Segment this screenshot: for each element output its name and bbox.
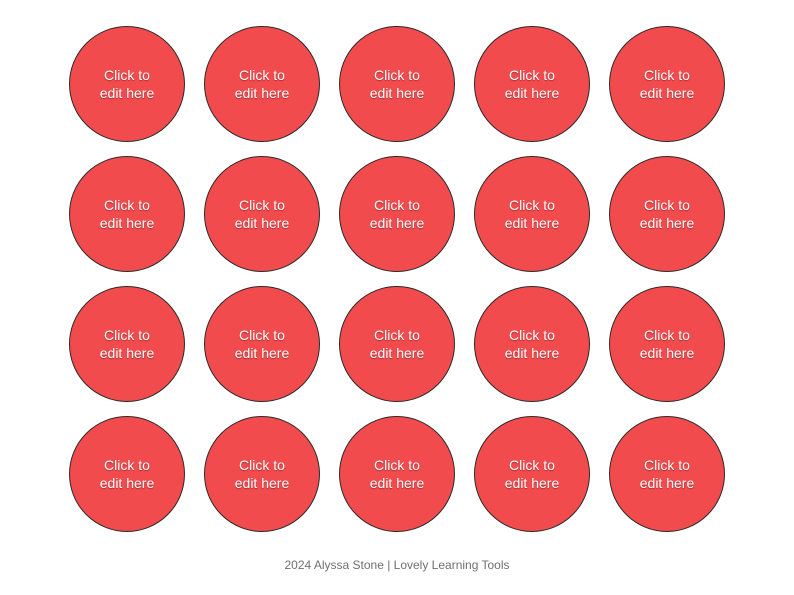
editable-circle[interactable]: Click to edit here: [69, 26, 185, 142]
editable-circle[interactable]: Click to edit here: [609, 286, 725, 402]
editable-circle[interactable]: Click to edit here: [474, 416, 590, 532]
circle-grid: Click to edit here Click to edit here Clic…: [69, 26, 725, 532]
editable-circle[interactable]: Click to edit here: [339, 26, 455, 142]
editable-circle[interactable]: Click to edit here: [609, 26, 725, 142]
editable-circle[interactable]: Click to edit here: [474, 26, 590, 142]
editable-circle[interactable]: Click to edit here: [339, 286, 455, 402]
circle-label[interactable]: Click to edit here: [99, 197, 155, 231]
circle-label[interactable]: Click to edit here: [639, 67, 695, 101]
editable-circle[interactable]: Click to edit here: [204, 26, 320, 142]
editable-circle[interactable]: Click to edit here: [474, 286, 590, 402]
circle-label[interactable]: Click to edit here: [369, 67, 425, 101]
circle-label[interactable]: Click to edit here: [234, 197, 290, 231]
circle-label[interactable]: Click to edit here: [234, 327, 290, 361]
editable-circle[interactable]: Click to edit here: [204, 286, 320, 402]
circle-label[interactable]: Click to edit here: [369, 327, 425, 361]
editable-circle[interactable]: Click to edit here: [609, 416, 725, 532]
editable-circle[interactable]: Click to edit here: [609, 156, 725, 272]
editable-circle[interactable]: Click to edit here: [339, 156, 455, 272]
circle-label[interactable]: Click to edit here: [504, 457, 560, 491]
circle-label[interactable]: Click to edit here: [504, 197, 560, 231]
editable-circle[interactable]: Click to edit here: [69, 286, 185, 402]
circle-label[interactable]: Click to edit here: [639, 197, 695, 231]
circle-label[interactable]: Click to edit here: [639, 327, 695, 361]
circle-label[interactable]: Click to edit here: [504, 67, 560, 101]
editable-circle[interactable]: Click to edit here: [339, 416, 455, 532]
circle-label[interactable]: Click to edit here: [369, 457, 425, 491]
editable-circle[interactable]: Click to edit here: [69, 156, 185, 272]
editable-circle[interactable]: Click to edit here: [204, 416, 320, 532]
circle-label[interactable]: Click to edit here: [504, 327, 560, 361]
circle-label[interactable]: Click to edit here: [99, 327, 155, 361]
circle-label[interactable]: Click to edit here: [99, 67, 155, 101]
editable-circle[interactable]: Click to edit here: [474, 156, 590, 272]
footer-credit: 2024 Alyssa Stone | Lovely Learning Tool…: [284, 558, 510, 572]
circle-label[interactable]: Click to edit here: [369, 197, 425, 231]
circle-label[interactable]: Click to edit here: [234, 457, 290, 491]
editable-circle[interactable]: Click to edit here: [204, 156, 320, 272]
editable-circle[interactable]: Click to edit here: [69, 416, 185, 532]
circle-label[interactable]: Click to edit here: [234, 67, 290, 101]
circle-label[interactable]: Click to edit here: [99, 457, 155, 491]
circle-label[interactable]: Click to edit here: [639, 457, 695, 491]
